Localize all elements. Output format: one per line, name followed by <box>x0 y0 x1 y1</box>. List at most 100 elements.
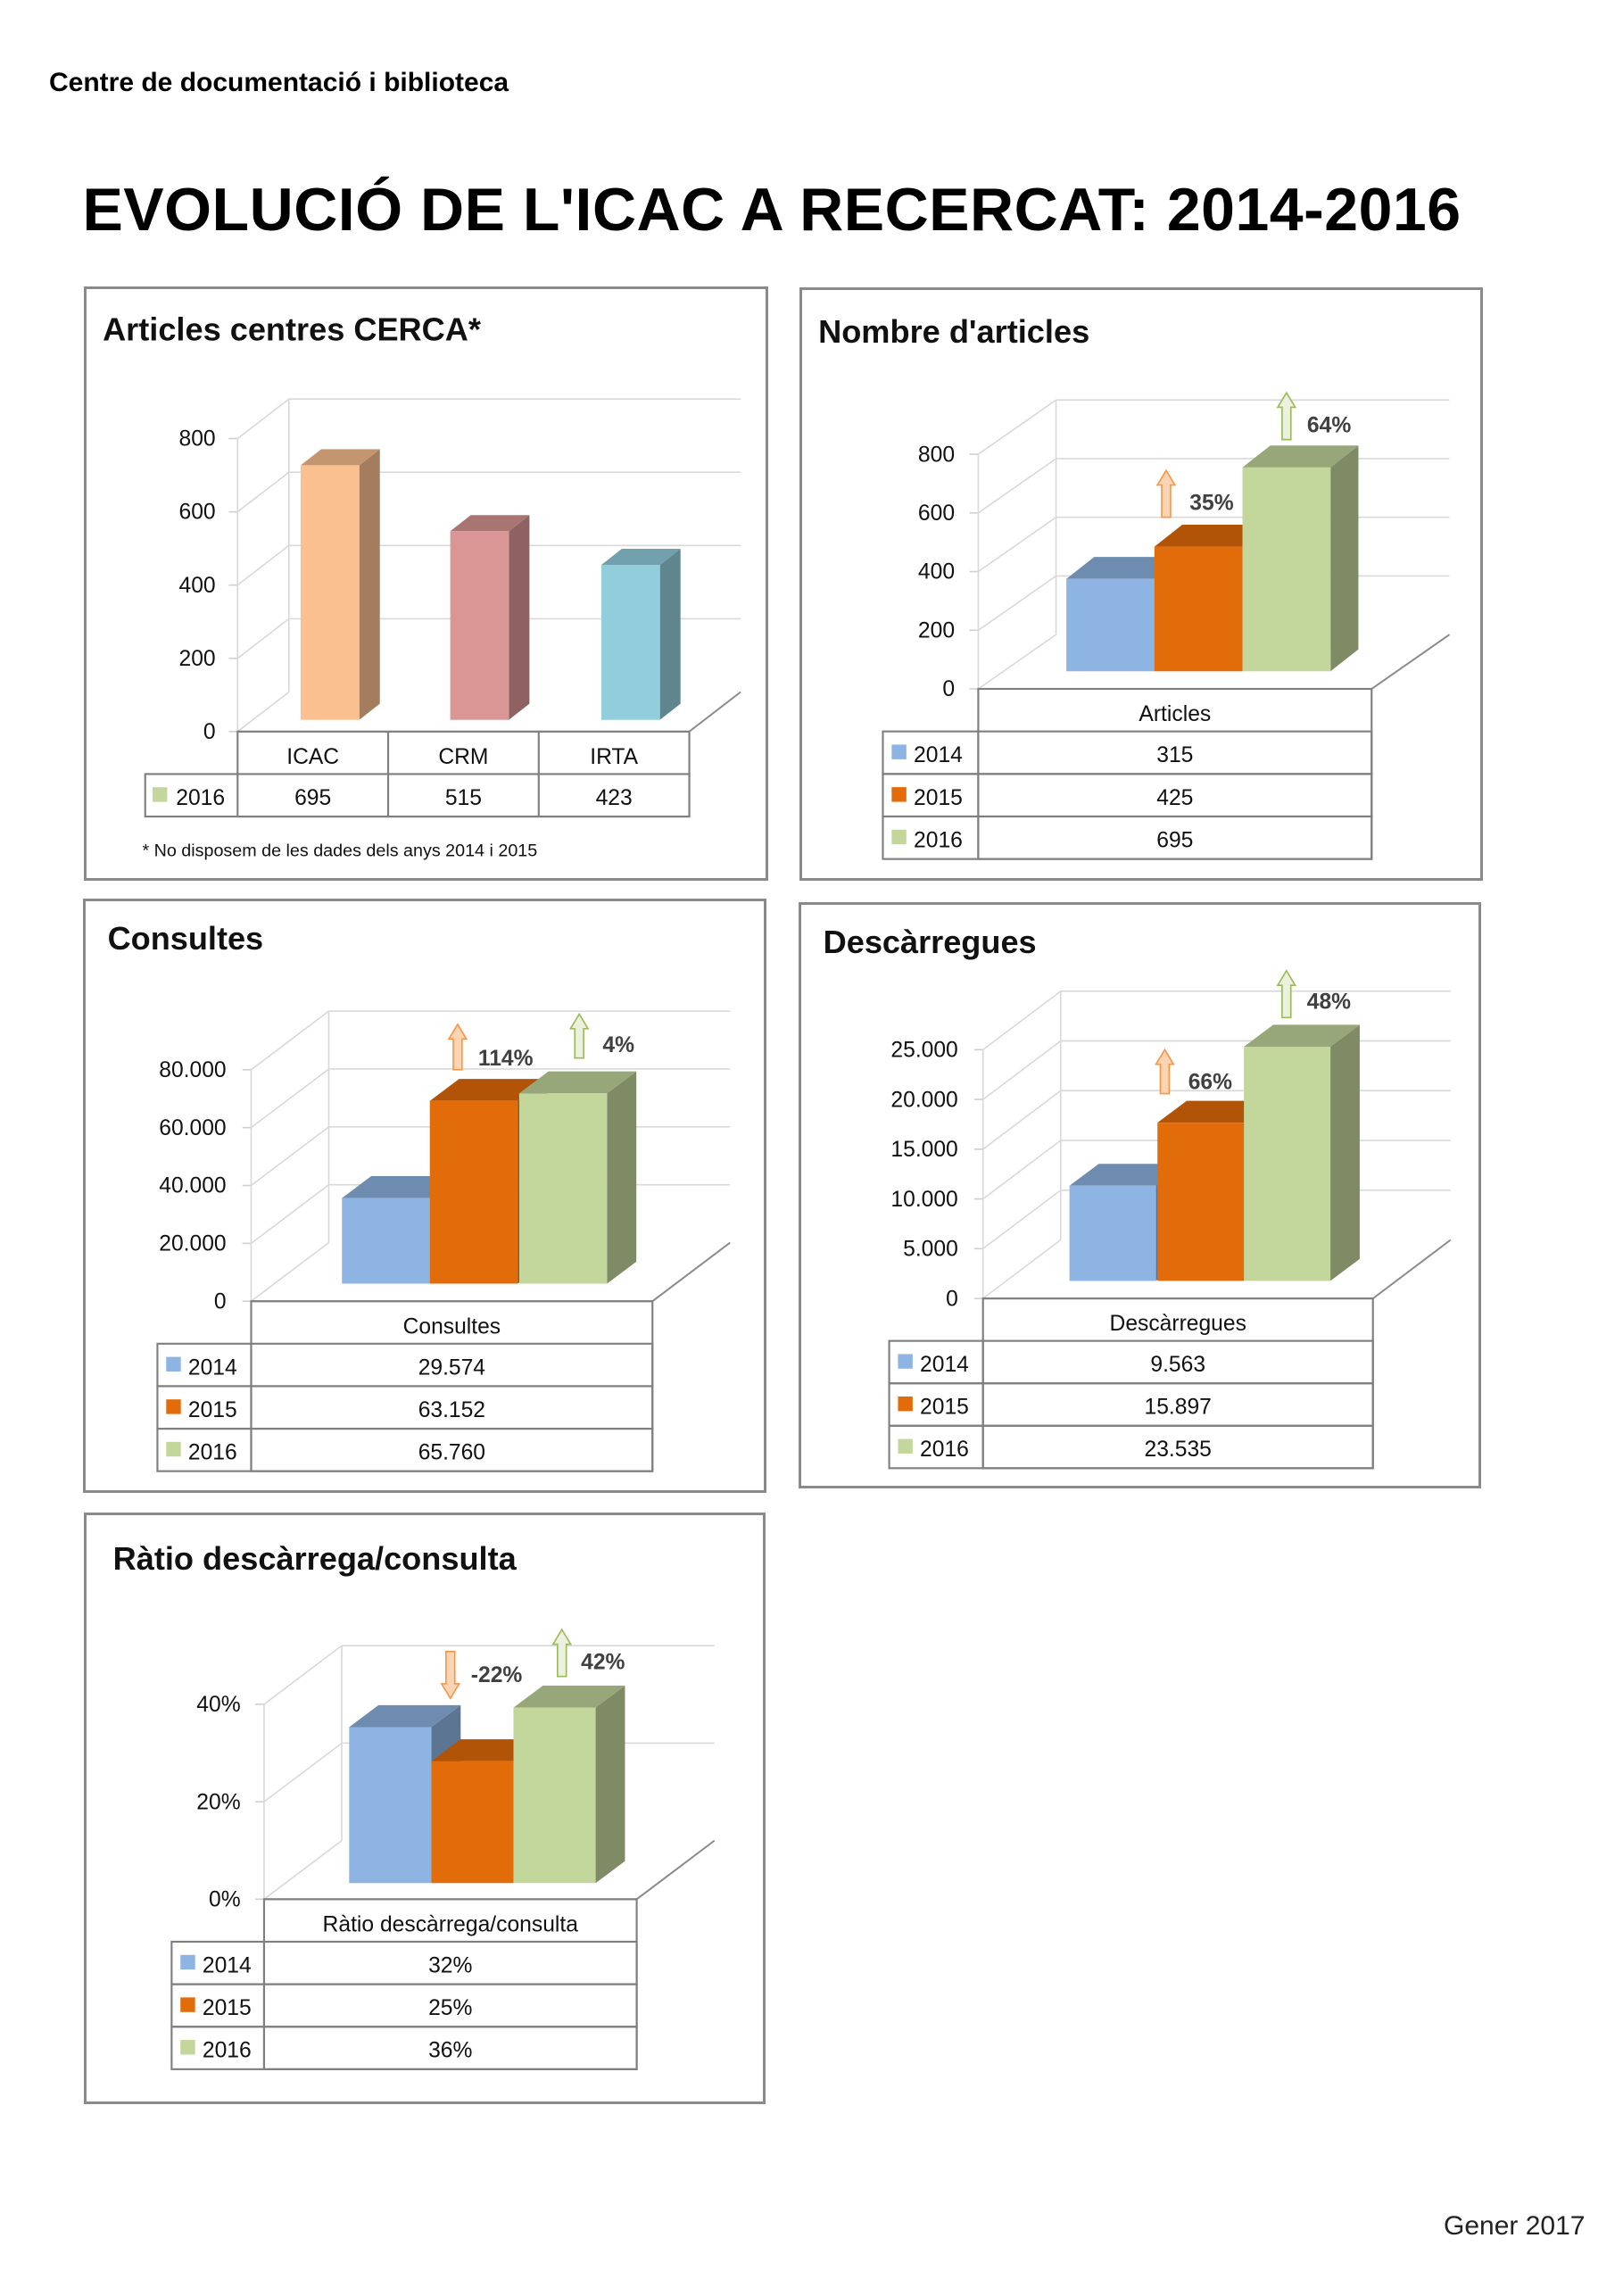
y-tick-label: 20.000 <box>159 1232 226 1256</box>
data-table: Consultes 2014 29.574 2015 63.152 2016 65.760 <box>156 1300 654 1472</box>
data-table: Articles 2014 315 2015 425 2016 695 <box>882 687 1373 860</box>
table-value: 15.897 <box>1145 1396 1212 1420</box>
chart-nombre-articles: Nombre d'articles 0 200 400 600 800 35% 64% Arti… <box>818 313 1451 860</box>
bar-2016 <box>1244 1024 1360 1281</box>
bar-top <box>1066 557 1183 579</box>
chart-title: Nombre d'articles <box>818 313 1089 350</box>
bar-top <box>1154 524 1271 547</box>
legend-swatch <box>898 1396 913 1412</box>
legend-swatch <box>180 1997 195 2012</box>
legend-swatch <box>898 1354 913 1369</box>
legend-swatch <box>166 1441 181 1457</box>
bar-2016 <box>518 1071 637 1284</box>
legend-label: 2014 <box>188 1355 237 1380</box>
bar-top <box>450 515 530 532</box>
category-label: Descàrregues <box>1110 1312 1246 1336</box>
side-gridline <box>263 1839 343 1900</box>
bar-CRM <box>450 515 530 720</box>
bar-front <box>429 1100 518 1284</box>
bar-top <box>1069 1164 1186 1186</box>
table-value: 425 <box>1156 786 1193 810</box>
bar-top <box>513 1686 625 1708</box>
change-percent-label: 114% <box>478 1047 534 1071</box>
category-label: Articles <box>1139 702 1211 726</box>
chart-consultes: Consultes 0 20.000 40.000 60.000 80.000 114% 4%… <box>108 920 731 1472</box>
y-tick-label: 40% <box>196 1693 240 1717</box>
legend-label: 2015 <box>203 1996 252 2020</box>
side-gridline <box>236 471 290 513</box>
legend-label: 2016 <box>203 2039 252 2063</box>
legend-label: 2015 <box>920 1396 969 1420</box>
legend-label: 2016 <box>176 786 225 810</box>
arrow-up-icon <box>447 1023 468 1071</box>
chart-ratio: Ràtio descàrrega/consulta 0% 20% 40% -22% 42%… <box>113 1540 716 2070</box>
change-percent-label: 48% <box>1307 990 1351 1014</box>
y-tick-label: 60.000 <box>159 1116 226 1140</box>
bar-front <box>600 565 660 720</box>
table-row <box>882 815 1373 860</box>
data-table: Ràtio descàrrega/consulta 2014 32% 2015 25% 2… <box>170 1898 638 2070</box>
side-gridline <box>982 1040 1062 1100</box>
bar-side <box>659 549 681 720</box>
y-tick-label: 15.000 <box>890 1138 957 1162</box>
legend-label: 2014 <box>203 1953 252 1977</box>
bar-front <box>300 465 360 720</box>
legend-label: 2016 <box>914 828 963 852</box>
bar-top <box>1242 445 1359 468</box>
table-value: 65.760 <box>418 1441 485 1465</box>
side-gridline <box>263 1645 343 1705</box>
panel-consultes: Consultes 0 20.000 40.000 60.000 80.000 114% 4%… <box>83 899 766 1493</box>
change-percent-label: 35% <box>1189 492 1233 516</box>
side-gridline <box>977 458 1057 514</box>
page-title: EVOLUCIÓ DE L'ICAC A RECERCAT: 2014-2016 <box>82 176 1462 244</box>
category-label: IRTA <box>590 745 638 769</box>
category-label: CRM <box>438 745 488 769</box>
change-percent-label: 42% <box>581 1650 625 1674</box>
y-tick-label: 0 <box>214 1289 227 1314</box>
chart-title: Articles centres CERCA* <box>103 311 482 347</box>
side-gridline <box>977 517 1057 573</box>
change-percent-label: -22% <box>471 1663 523 1687</box>
table-value: 423 <box>596 786 633 810</box>
bar-side <box>1330 445 1359 672</box>
bar-front <box>1066 578 1155 672</box>
legend-swatch <box>180 1954 195 1970</box>
bar-front <box>518 1093 608 1284</box>
table-row <box>144 773 691 818</box>
y-tick-label: 400 <box>918 560 955 584</box>
table-row <box>170 2026 638 2070</box>
table-value: 315 <box>1156 743 1193 767</box>
bar-top <box>429 1079 548 1101</box>
bar-side <box>607 1071 637 1284</box>
table-value: 25% <box>428 1996 472 2020</box>
side-gridline <box>250 1184 329 1245</box>
legend-label: 2015 <box>914 786 963 810</box>
data-table: Descàrregues 2014 9.563 2015 15.897 2016 23.53… <box>888 1297 1374 1470</box>
side-gridline <box>236 691 290 733</box>
chart-title: Consultes <box>108 920 264 957</box>
chart-descarregues: Descàrregues 0 5.000 10.000 15.000 20.000 25.0… <box>824 924 1452 1470</box>
chart-title: Descàrregues <box>824 924 1037 960</box>
side-gridline <box>250 1126 329 1187</box>
table-value: 695 <box>1156 828 1193 852</box>
y-tick-label: 0% <box>209 1888 241 1912</box>
legend-swatch <box>152 787 168 802</box>
bar-front <box>1244 1046 1331 1281</box>
bar-side <box>1330 1024 1360 1281</box>
table-row <box>156 1427 654 1472</box>
y-tick-label: 10.000 <box>890 1188 957 1212</box>
panel-nombre-articles: Nombre d'articles 0 200 400 600 800 35% 64% Arti… <box>799 287 1483 881</box>
category-label: ICAC <box>286 745 339 769</box>
y-tick-label: 200 <box>918 618 955 642</box>
bar-front <box>1157 1123 1245 1281</box>
change-percent-label: 4% <box>602 1033 634 1057</box>
footnote: * No disposem de les dades dels anys 201… <box>142 841 537 860</box>
arrow-up-icon <box>1276 391 1297 441</box>
change-percent-label: 64% <box>1307 413 1351 437</box>
y-tick-label: 20.000 <box>890 1088 957 1112</box>
side-gridline <box>250 1068 329 1129</box>
y-tick-label: 0 <box>203 720 216 744</box>
legend-label: 2016 <box>188 1441 237 1465</box>
legend-swatch <box>898 1438 913 1454</box>
bar-top <box>518 1071 637 1094</box>
